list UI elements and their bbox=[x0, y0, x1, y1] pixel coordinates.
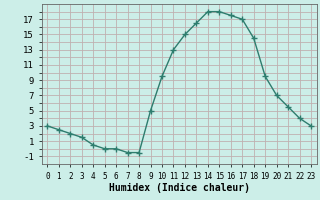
X-axis label: Humidex (Indice chaleur): Humidex (Indice chaleur) bbox=[109, 183, 250, 193]
